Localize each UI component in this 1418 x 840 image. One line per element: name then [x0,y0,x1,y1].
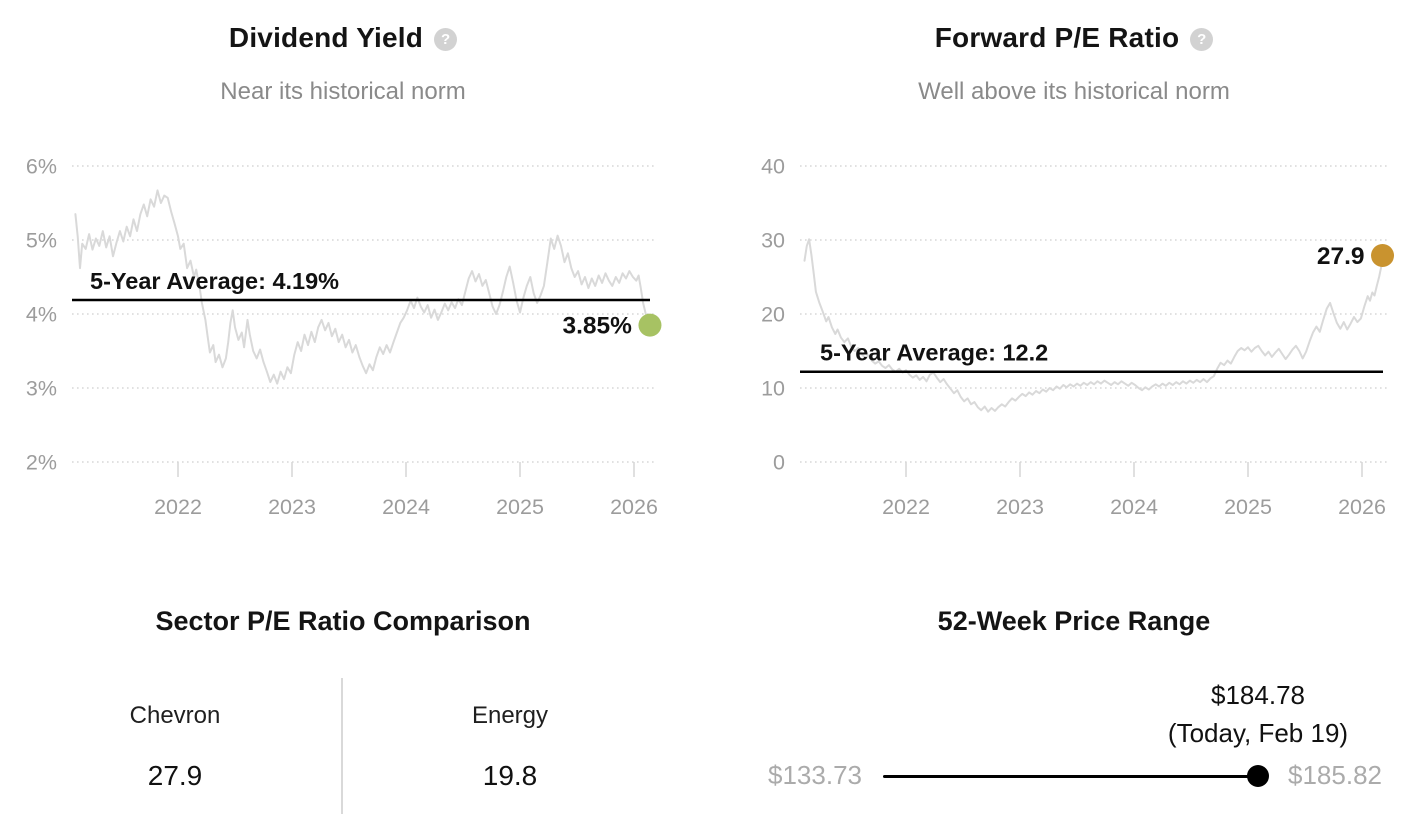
forward-pe-chart[interactable]: 40 30 20 10 0 2022 2023 2024 2025 2026 5-Year Aver… [709,0,1418,560]
sector-column-energy-label: Energy [471,702,549,729]
current-value-label: 27.9 [1317,243,1365,270]
x-tick-label: 2022 [154,495,202,519]
x-tick-label: 2025 [496,495,544,519]
price-range-track [883,774,1266,778]
current-value-label: 3.85% [562,313,632,340]
y-tick-label: 30 [761,229,785,253]
price-range-current-dot[interactable] [1247,765,1270,787]
average-line-label: 5-Year Average: 4.19% [90,268,339,294]
dividend-yield-subtitle: Near its historical norm [220,78,466,105]
x-tick-label: 2025 [1224,495,1272,519]
price-range-high-label: $185.82 [1288,760,1382,790]
x-tick-label: 2024 [1110,495,1158,519]
sector-comparison-title: Sector P/E Ratio Comparison [155,606,531,636]
price-range-current-date: (Today, Feb 19) [1167,718,1349,748]
forward-pe-title: Forward P/E Ratio [934,22,1180,53]
x-tick-label: 2023 [996,495,1044,519]
forward-pe-subtitle: Well above its historical norm [918,78,1230,105]
sector-column-chevron-value: 27.9 [147,760,203,791]
y-tick-label: 4% [26,303,57,327]
x-tick-label: 2026 [1338,495,1386,519]
series-line [803,238,1384,413]
price-range-current-value: $184.78 [1211,680,1305,710]
y-tick-label: 20 [761,303,785,327]
question-mark-icon[interactable]: ? [434,27,458,51]
current-value-dot [1371,244,1395,268]
y-tick-label: 0 [773,451,785,475]
x-tick-label: 2023 [268,495,316,519]
y-tick-label: 2% [26,451,57,475]
forward-pe-header: Forward P/E Ratio ? [731,22,1417,54]
y-tick-label: 6% [26,155,57,179]
y-tick-label: 3% [26,377,57,401]
x-tick-label: 2024 [382,495,430,519]
sector-column-divider [341,678,343,814]
y-tick-label: 10 [761,377,785,401]
x-tick-label: 2026 [610,495,658,519]
sector-column-energy-value: 19.8 [482,760,538,791]
y-tick-label: 5% [26,229,57,253]
dividend-yield-title: Dividend Yield [228,22,424,53]
y-tick-label: 40 [761,155,785,179]
price-range-title: 52-Week Price Range [937,606,1211,636]
average-line-label: 5-Year Average: 12.2 [820,340,1048,366]
question-mark-icon[interactable]: ? [1190,27,1214,51]
price-range-low-label: $133.73 [768,760,862,790]
sector-column-chevron-label: Chevron [129,702,221,729]
dividend-yield-header: Dividend Yield ? [0,22,686,54]
series-line [74,189,651,385]
current-value-dot [638,313,662,337]
x-tick-label: 2022 [882,495,930,519]
dividend-yield-chart[interactable]: 6% 5% 4% 3% 2% 2022 2023 2024 2025 2026 5-Year Ave… [0,0,709,560]
